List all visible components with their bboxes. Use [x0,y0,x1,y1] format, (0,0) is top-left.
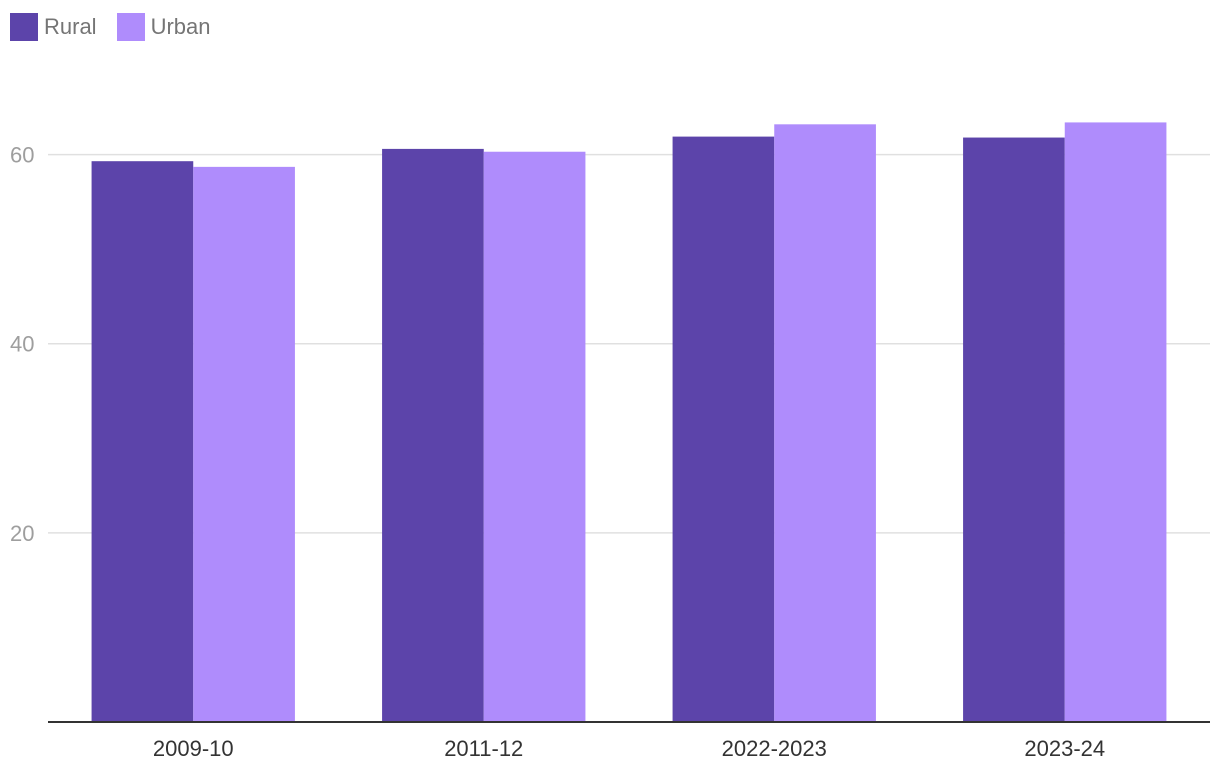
legend-item-rural[interactable]: Rural [10,13,97,41]
x-tick-label-2023-24: 2023-24 [1024,736,1105,761]
x-tick-label-2011-12: 2011-12 [444,736,523,761]
bars [91,122,1167,723]
y-tick-label-60: 60 [10,143,34,168]
legend-swatch-rural [10,13,38,41]
legend-label-urban: Urban [150,14,211,39]
legend-label-rural: Rural [44,14,97,39]
bar-rural-2022-2023 [672,136,775,723]
x-tick-label-2009-10: 2009-10 [153,736,234,761]
bar-rural-2009-10 [91,161,194,723]
y-tick-label-40: 40 [10,332,34,357]
legend-swatch-urban [116,13,145,41]
bar-urban-2009-10 [193,166,295,722]
tick-labels: 20 40 60 2009-10 2011-12 2022-2023 2023-24 [10,143,1105,761]
bar-urban-2023-24 [1064,122,1167,723]
bar-urban-2022-2023 [774,124,876,722]
legend: Rural Urban [10,13,211,41]
bar-urban-2011-12 [483,151,586,723]
legend-item-urban[interactable]: Urban [116,13,211,41]
bar-rural-2023-24 [963,137,1065,722]
bar-rural-2011-12 [382,148,484,722]
x-tick-label-2022-2023: 2022-2023 [722,736,827,761]
y-tick-label-20: 20 [10,521,34,546]
